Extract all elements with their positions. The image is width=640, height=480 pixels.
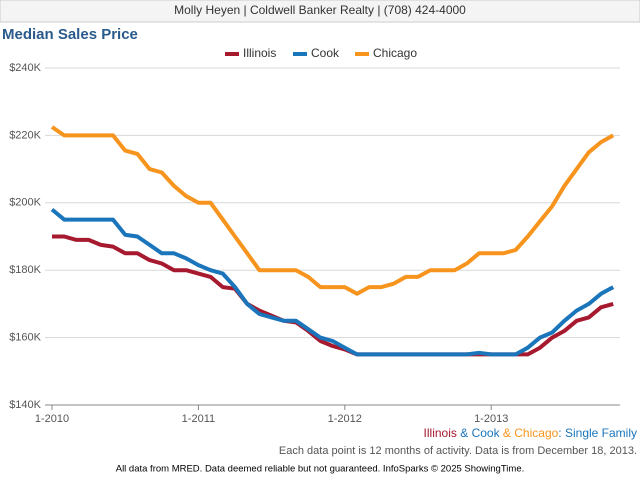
series-line [50,207,615,357]
caption-joiner: : [558,426,565,440]
y-tick-label: $180K [9,264,41,276]
x-tick-label: 1-2011 [182,413,215,425]
caption-series: Cook [472,426,501,440]
x-tick-label: 1-2012 [328,413,362,425]
header-bar [0,0,640,23]
x-tick-label: 1-2013 [474,413,508,425]
legend: Illinois Cook Chicago [225,46,417,60]
chart-title: Median Sales Price [2,26,138,43]
y-tick-label: $140K [9,399,41,411]
footer: All data from MRED. Data deemed reliable… [116,464,525,475]
caption-series: Illinois [424,426,457,440]
caption: Illinois & Cook & Chicago: Single Family [424,426,637,440]
x-tick-label: 1-2010 [35,413,69,425]
legend-label: Chicago [373,46,417,60]
y-tick-label: $200K [9,197,41,209]
y-tick-label: $160K [9,332,41,344]
caption-series: Chicago [514,426,558,440]
y-tick-label: $240K [9,62,41,74]
header-text: Molly Heyen | Coldwell Banker Realty | (… [174,3,466,17]
legend-label: Illinois [243,46,276,60]
caption-joiner: & [500,426,515,440]
series-line [52,234,614,357]
caption-suffix: Single Family [565,426,637,440]
series-line [50,125,615,296]
legend-label: Cook [311,46,340,60]
y-tick-label: $220K [9,129,41,141]
caption-joiner: & [457,426,472,440]
note: Each data point is 12 months of activity… [279,445,637,457]
